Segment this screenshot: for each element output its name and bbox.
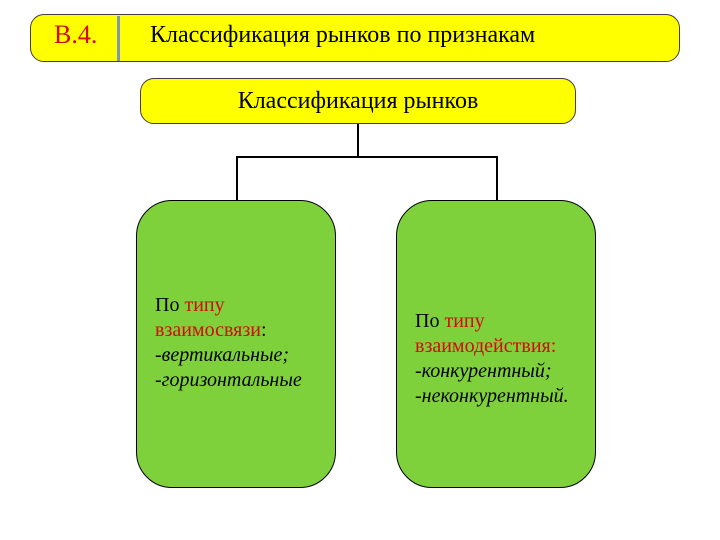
leaf-node-right: По типу взаимодействия: -конкурентный; -… (396, 200, 596, 488)
header-divider (117, 16, 120, 61)
leaf-left-item-1: -горизонтальные (155, 369, 302, 391)
leaf-left-item-0: -вертикальные; (155, 344, 289, 366)
header-title: Классификация рынков по признакам (150, 22, 535, 49)
connector-to-right-leaf (496, 156, 498, 200)
leaf-right-item-1: -неконкурентный. (415, 385, 569, 407)
root-node: Классификация рынков (140, 78, 576, 124)
section-number: В.4. (54, 20, 97, 50)
leaf-left-prefix: По (155, 294, 184, 316)
leaf-right-prefix: По (415, 310, 444, 332)
connector-horizontal (236, 156, 498, 158)
leaf-right-item-0: -конкурентный; (415, 360, 552, 382)
leaf-node-left: По типу взаимосвязи: -вертикальные; -гор… (136, 200, 336, 488)
connector-to-left-leaf (236, 156, 238, 200)
connector-root-down (357, 124, 359, 156)
leaf-left-colon: : (261, 319, 267, 341)
